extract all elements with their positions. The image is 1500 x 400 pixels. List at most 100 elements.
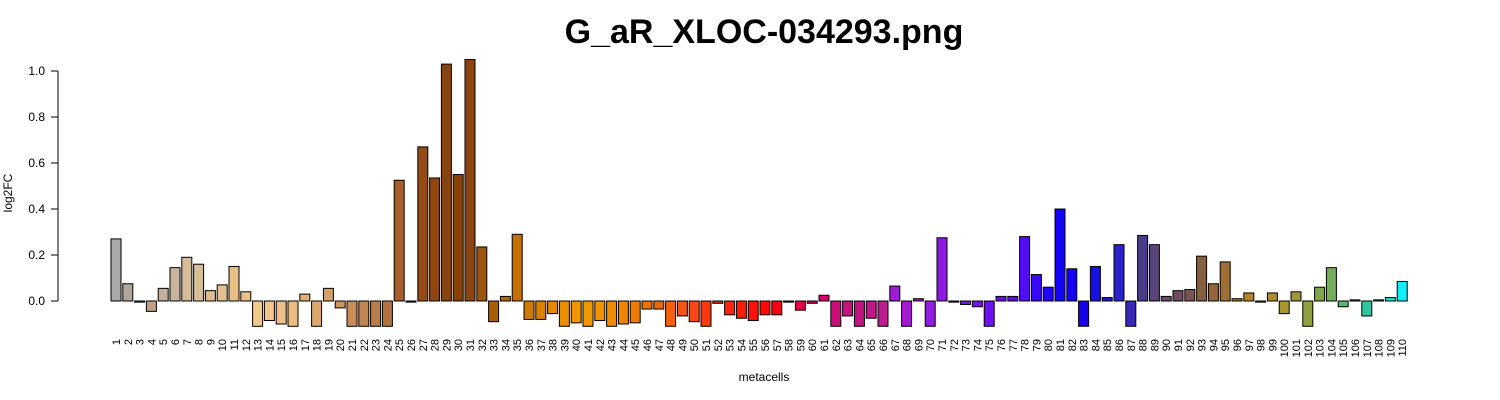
x-tick-label: 7	[182, 339, 194, 345]
bar-25	[393, 179, 405, 302]
x-tick-label: 36	[524, 339, 536, 351]
x-tick-label: 94	[1208, 339, 1220, 351]
x-tick-label: 93	[1197, 339, 1209, 351]
x-tick-label: 44	[618, 339, 630, 351]
bar-46	[641, 300, 653, 310]
x-tick-label: 18	[312, 339, 324, 351]
bar-23	[370, 300, 382, 327]
x-tick-label: 110	[1397, 339, 1409, 357]
bar-87	[1125, 300, 1137, 327]
bar-72	[948, 300, 960, 303]
bar-99	[1266, 292, 1278, 302]
bar-84	[1089, 266, 1101, 302]
x-tick-label: 56	[760, 339, 772, 351]
x-tick-label: 47	[654, 339, 666, 351]
bar-109	[1384, 297, 1396, 302]
bar-65	[865, 300, 877, 319]
bar-102	[1302, 300, 1314, 327]
x-tick-label: 14	[264, 339, 276, 351]
x-tick-label: 79	[1031, 339, 1043, 351]
bar-82	[1066, 268, 1078, 302]
bar-73	[960, 300, 972, 305]
bar-49	[676, 300, 688, 317]
bar-59	[794, 300, 806, 311]
bar-91	[1172, 290, 1184, 302]
bar-88	[1137, 234, 1149, 302]
x-tick-label: 8	[194, 339, 206, 345]
x-tick-label: 104	[1326, 339, 1338, 357]
y-tick-label: 0.8	[28, 110, 45, 124]
bar-106	[1349, 299, 1361, 302]
bar-50	[688, 300, 700, 323]
bar-47	[653, 300, 665, 310]
bar-103	[1314, 286, 1326, 302]
x-tick-label: 50	[689, 339, 701, 351]
bar-9	[204, 290, 216, 302]
x-tick-label: 40	[571, 339, 583, 351]
bar-71	[936, 237, 948, 302]
bar-77	[1007, 295, 1019, 302]
bar-70	[924, 300, 936, 327]
bar-98	[1255, 300, 1267, 303]
x-tick-label: 82	[1067, 339, 1079, 351]
x-tick-label: 103	[1315, 339, 1327, 357]
bar-19	[322, 287, 334, 302]
bar-36	[523, 300, 535, 320]
x-tick-label: 46	[642, 339, 654, 351]
x-tick-label: 33	[489, 339, 501, 351]
bar-66	[877, 300, 889, 327]
x-tick-label: 101	[1291, 339, 1303, 357]
x-tick-label: 23	[371, 339, 383, 351]
x-tick-label: 13	[253, 339, 265, 351]
bar-13	[252, 300, 264, 327]
x-tick-label: 62	[831, 339, 843, 351]
x-tick-label: 71	[937, 339, 949, 351]
bar-3	[134, 300, 146, 303]
bar-15	[275, 300, 287, 325]
x-tick-label: 1	[111, 339, 123, 345]
bar-92	[1184, 289, 1196, 302]
bar-81	[1054, 208, 1066, 302]
bar-80	[1042, 286, 1054, 302]
x-tick-label: 29	[441, 339, 453, 351]
y-axis-ticks: 0.0 0.2 0.4 0.6 0.8 1.0	[28, 64, 58, 308]
x-tick-label: 37	[536, 339, 548, 351]
x-tick-label: 74	[972, 339, 984, 351]
x-tick-label: 52	[713, 339, 725, 351]
bar-110	[1396, 280, 1408, 302]
bar-101	[1290, 291, 1302, 302]
bar-104	[1325, 267, 1337, 302]
bar-16	[287, 300, 299, 327]
bar-97	[1243, 292, 1255, 302]
bar-105	[1337, 300, 1349, 308]
bar-33	[488, 300, 500, 323]
x-tick-label: 87	[1126, 339, 1138, 351]
x-tick-label: 17	[300, 339, 312, 351]
x-tick-label: 77	[1008, 339, 1020, 351]
x-tick-label: 69	[913, 339, 925, 351]
x-tick-label: 96	[1232, 339, 1244, 351]
x-tick-label: 84	[1090, 339, 1102, 351]
x-tick-label: 53	[725, 339, 737, 351]
bar-83	[1078, 300, 1090, 327]
bar-11	[228, 266, 240, 302]
x-tick-label: 27	[418, 339, 430, 351]
bar-39	[558, 300, 570, 327]
bar-18	[311, 300, 323, 327]
bar-54	[735, 300, 747, 319]
bar-42	[594, 300, 606, 322]
bar-55	[747, 300, 759, 322]
x-tick-label: 9	[205, 339, 217, 345]
y-tick-label: 1.0	[28, 64, 45, 78]
bar-95	[1219, 261, 1231, 302]
x-tick-label: 49	[677, 339, 689, 351]
bar-86	[1113, 244, 1125, 302]
x-tick-label: 39	[559, 339, 571, 351]
x-tick-label: 109	[1385, 339, 1397, 357]
x-tick-label: 6	[170, 339, 182, 345]
x-tick-label: 43	[607, 339, 619, 351]
x-tick-label: 19	[323, 339, 335, 351]
bar-56	[759, 300, 771, 316]
x-tick-label: 51	[701, 339, 713, 351]
y-axis-label: log2FC	[1, 173, 15, 212]
